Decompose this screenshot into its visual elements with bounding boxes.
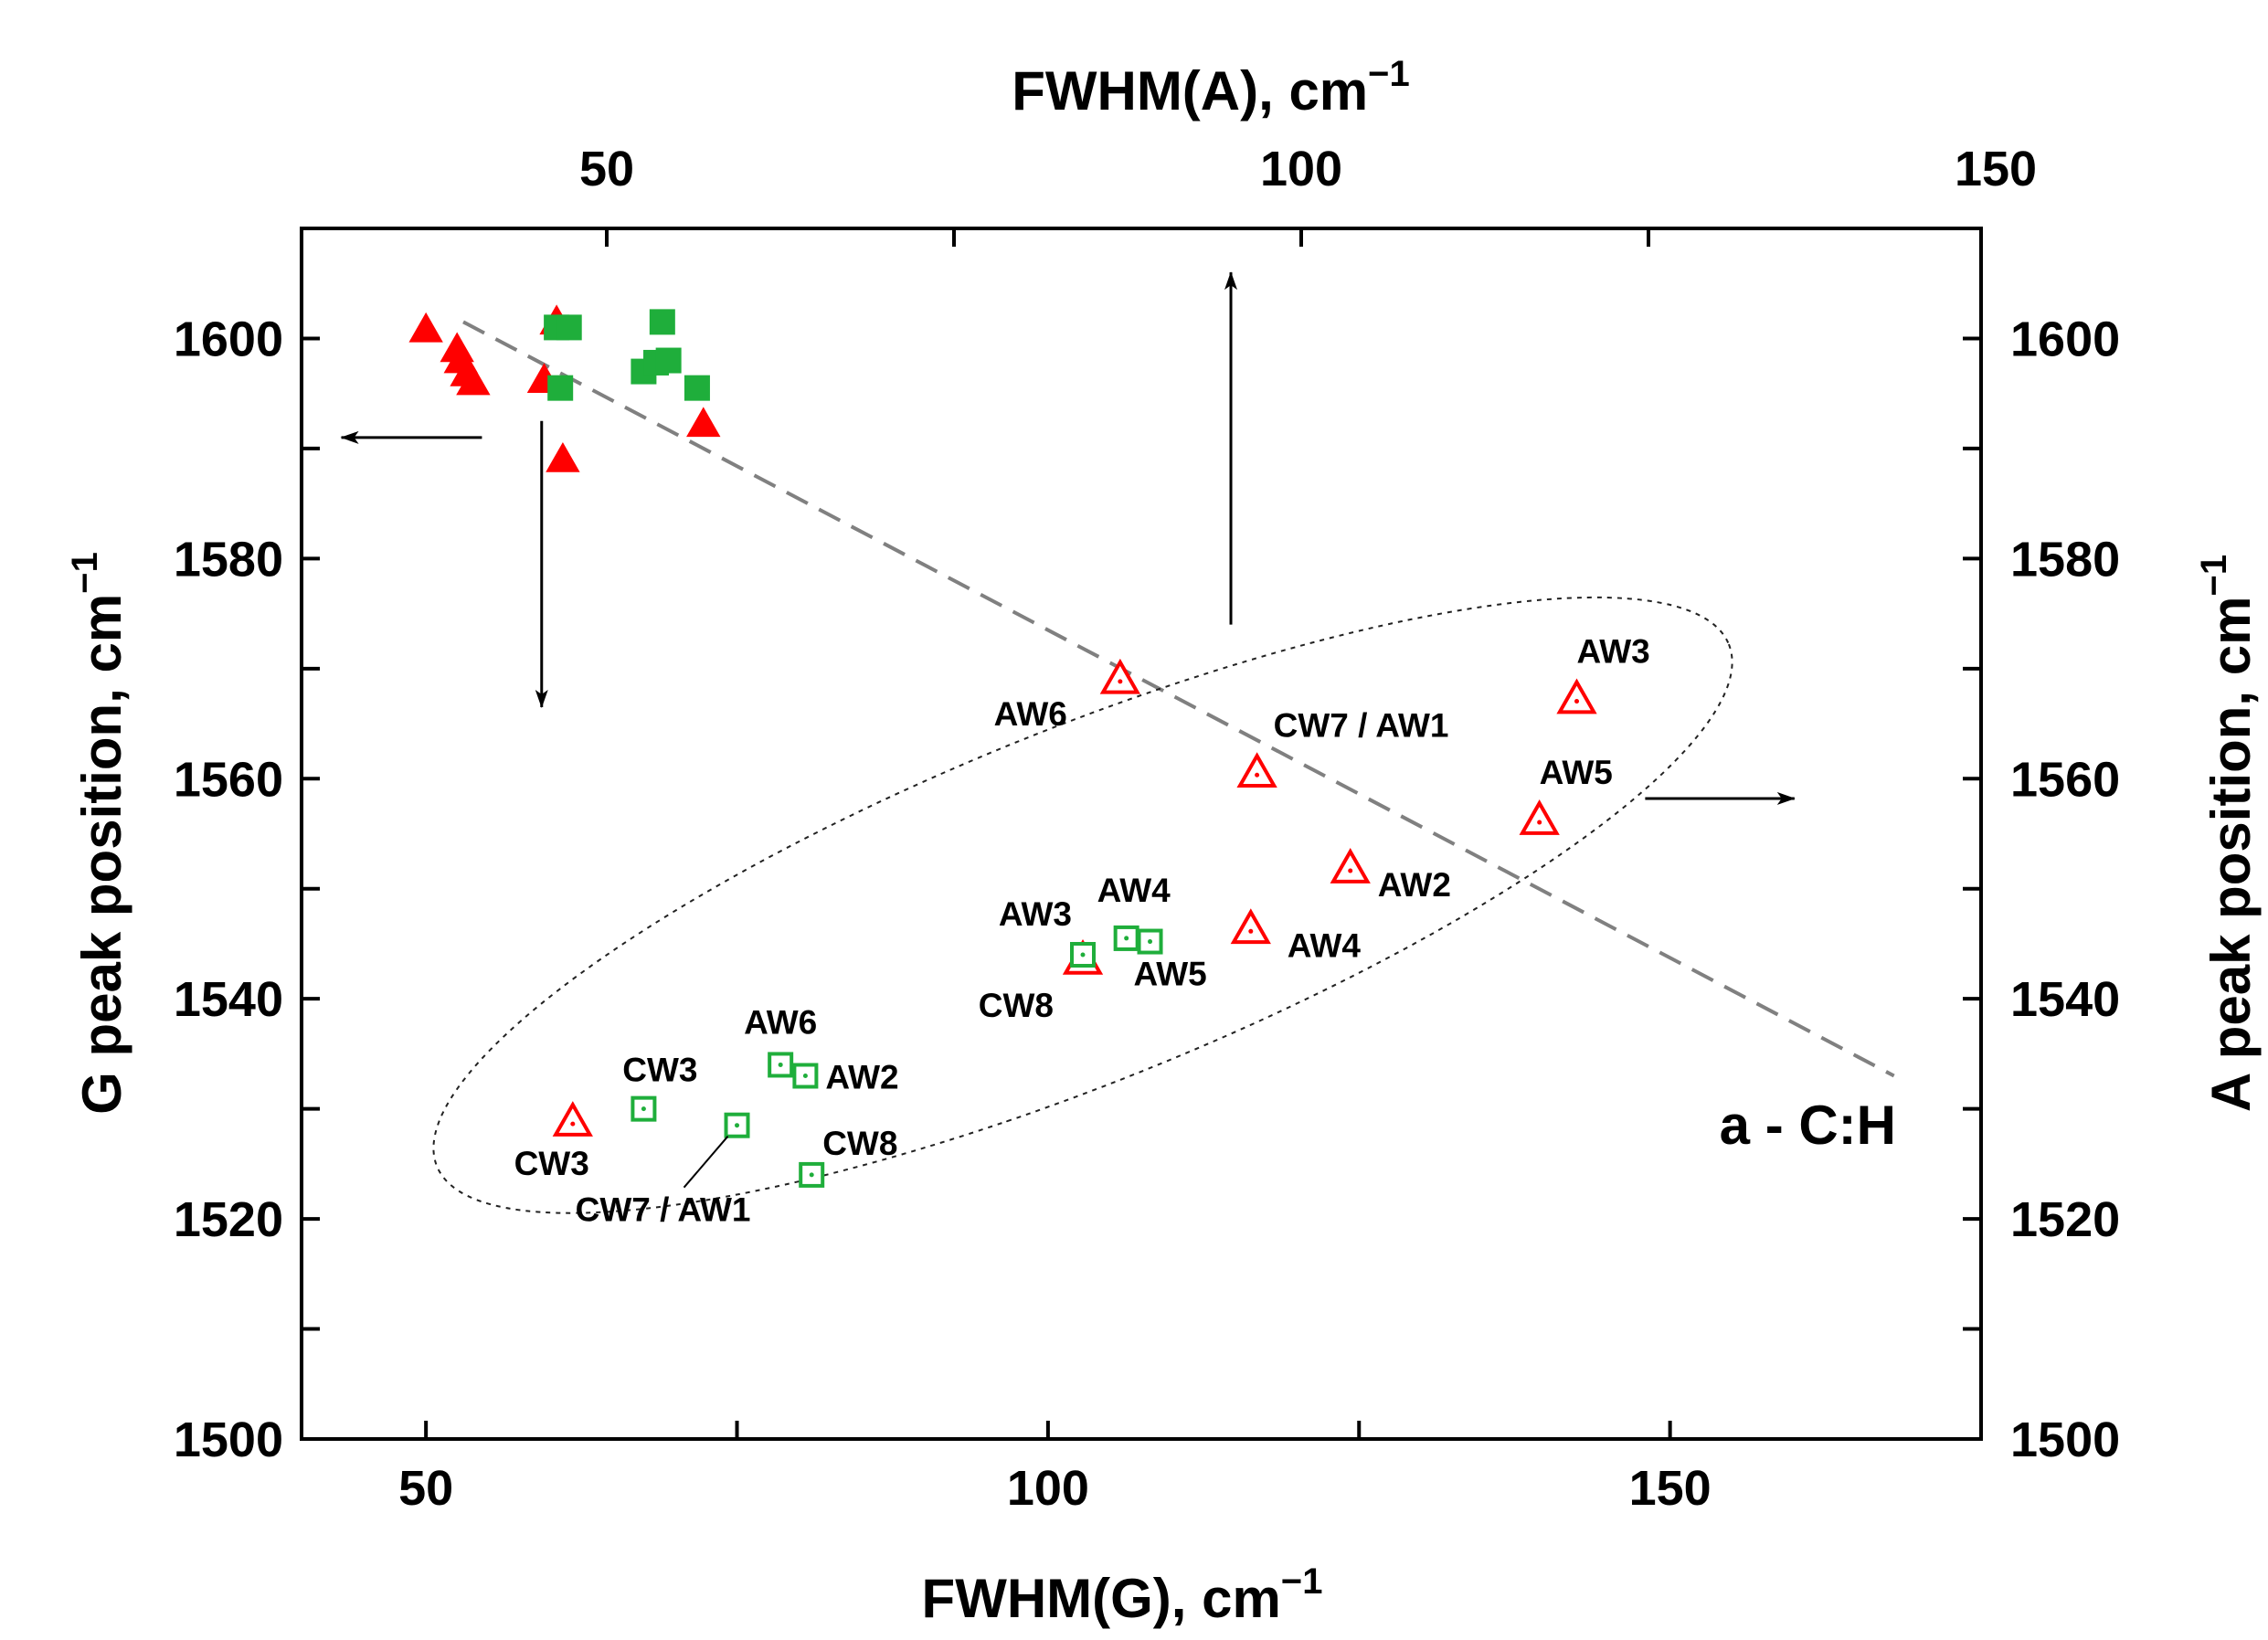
series-2-point — [1556, 678, 1597, 714]
series-0-point — [456, 365, 491, 396]
series-1-point — [547, 375, 574, 401]
y-tick-label: 1580 — [174, 532, 283, 587]
series-0-point — [546, 441, 580, 472]
point-label: CW8 — [822, 1125, 897, 1162]
point-label: CW8 — [979, 987, 1054, 1024]
right-axis-title: A peak position, cm−1 — [2194, 555, 2262, 1112]
series-0-point — [686, 407, 721, 438]
point-label: AW2 — [825, 1059, 898, 1096]
series-2-point — [1519, 799, 1560, 835]
y-tick-label: 1560 — [174, 752, 283, 807]
point-label: CW3 — [622, 1052, 697, 1089]
arrows-layer — [340, 271, 1796, 805]
right-tick-label: 1580 — [2010, 532, 2120, 587]
series-3-point-dot — [1080, 952, 1086, 958]
point-label: AW5 — [1134, 956, 1207, 993]
top-tick-label: 100 — [1260, 142, 1342, 196]
series-3-point-dot — [778, 1062, 783, 1067]
series-3-point — [631, 1095, 657, 1122]
series-3-point — [768, 1052, 794, 1078]
point-label: AW4 — [1288, 926, 1362, 964]
series-3-point-dot — [735, 1123, 740, 1128]
point-label: AW3 — [1577, 633, 1650, 671]
ticks-layer: 50 100 150 50 100 150 1500 1520 1540 1560 1580 1600… — [174, 142, 2120, 1516]
point-label: AW2 — [1378, 866, 1451, 904]
decor-layer — [432, 320, 1895, 1214]
y-tick-label: 1520 — [174, 1192, 283, 1247]
top-tick-label: 150 — [1955, 142, 2037, 196]
series-2-point-dot — [1574, 699, 1580, 704]
series-1-point — [556, 314, 582, 341]
top-axis-title: FWHM(A), cm−1 — [1012, 54, 1410, 122]
point-label: AW3 — [999, 895, 1072, 933]
series-1-point — [655, 347, 682, 374]
right-tick-label: 1560 — [2010, 752, 2120, 807]
point-label: AW4 — [1097, 872, 1171, 909]
plot-frame — [300, 227, 1983, 1441]
points-layer — [408, 304, 1597, 1188]
y-axis-title: G peak position, cm−1 — [65, 552, 132, 1115]
point-label: CW7 / AW1 — [576, 1191, 751, 1229]
series-2-point — [1230, 908, 1271, 945]
series-2-point — [1099, 658, 1140, 694]
point-label: CW3 — [514, 1145, 589, 1182]
series-3-point-dot — [1148, 939, 1153, 945]
series-2-point — [1330, 848, 1371, 883]
series-2-point-dot — [1348, 868, 1353, 873]
series-3-point-dot — [809, 1172, 814, 1178]
x-tick-label: 50 — [398, 1461, 453, 1516]
series-3-point — [792, 1063, 819, 1089]
series-2-point-dot — [570, 1121, 576, 1127]
series-2-point-dot — [1537, 820, 1542, 825]
top-tick-label: 50 — [579, 142, 634, 196]
trend-line — [462, 320, 1895, 1078]
label-leader-line — [683, 1136, 729, 1189]
right-tick-label: 1500 — [2010, 1413, 2120, 1467]
series-2-point — [1236, 752, 1277, 788]
cluster-ellipse — [432, 596, 1733, 1214]
series-0-point — [408, 312, 443, 343]
point-label: AW6 — [744, 1003, 817, 1041]
point-label: AW5 — [1540, 754, 1613, 791]
y-tick-label: 1600 — [174, 312, 283, 366]
series-2-point-dot — [1248, 928, 1254, 934]
y-tick-label: 1540 — [174, 972, 283, 1027]
point-label: CW7 / AW1 — [1274, 706, 1449, 744]
series-2-point-dot — [1255, 772, 1260, 778]
series-1-point — [649, 309, 675, 335]
series-3-point-dot — [1124, 936, 1129, 941]
y-tick-label: 1500 — [174, 1413, 283, 1467]
x-tick-label: 100 — [1007, 1461, 1089, 1516]
material-annotation: a - C:H — [1720, 1095, 1896, 1156]
right-tick-label: 1540 — [2010, 972, 2120, 1027]
right-tick-label: 1520 — [2010, 1192, 2120, 1247]
point-label: AW6 — [994, 695, 1067, 733]
x-tick-label: 150 — [1629, 1461, 1712, 1516]
series-2-point-dot — [1118, 679, 1123, 684]
labels-layer: AW6 CW7 / AW1 AW3 AW5 AW2 AW4 CW8 CW3 AW3 AW4 AW5 A… — [514, 633, 1650, 1229]
x-axis-title: FWHM(G), cm−1 — [922, 1561, 1323, 1629]
series-1-point — [684, 375, 710, 401]
series-2-point — [552, 1101, 593, 1137]
series-3-point-dot — [641, 1106, 646, 1112]
series-3-point-dot — [802, 1074, 808, 1078]
right-tick-label: 1600 — [2010, 312, 2120, 366]
